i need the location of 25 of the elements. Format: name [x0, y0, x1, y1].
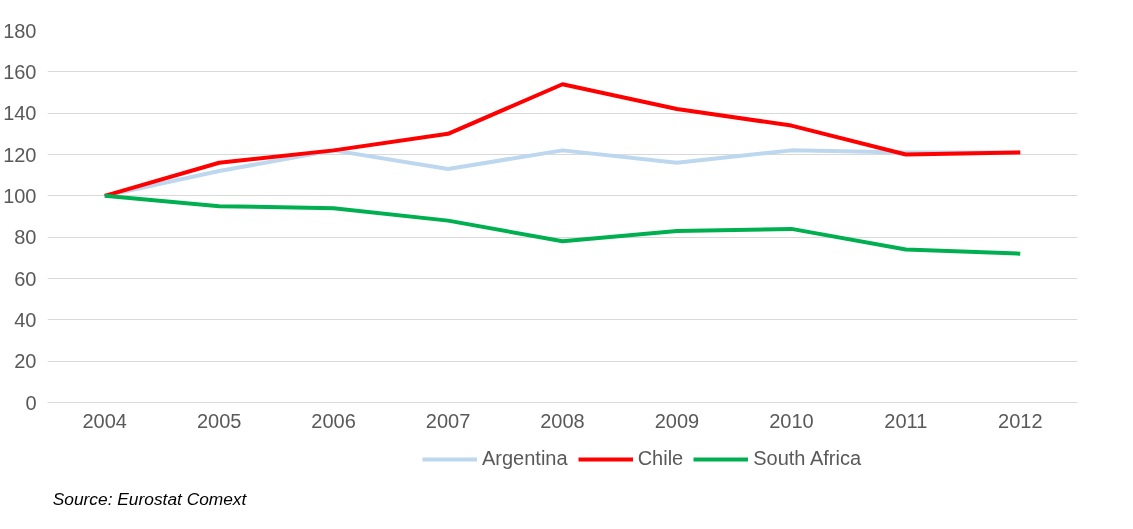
y-tick-label: 140: [3, 102, 37, 125]
x-tick-label: 2004: [82, 409, 127, 432]
x-tick-label: 2006: [311, 409, 356, 432]
y-tick-label: 100: [3, 184, 37, 207]
y-tick-label: 180: [3, 19, 37, 42]
source-note: Source: Eurostat Comext: [52, 488, 248, 509]
y-tick-label: 20: [14, 350, 37, 373]
legend-label: Argentina: [482, 447, 568, 470]
x-tick-label: 2009: [654, 409, 700, 432]
y-tick-label: 80: [14, 226, 37, 249]
x-tick-label: 2008: [540, 409, 585, 432]
x-tick-label: 2012: [998, 409, 1043, 432]
line-series: [102, 193, 1023, 256]
y-tick-label: 40: [14, 308, 37, 331]
legend-label: South Africa: [753, 447, 862, 470]
y-tick-label: 120: [3, 143, 37, 166]
legend-label: Chile: [637, 447, 684, 470]
line-series: [102, 82, 1023, 198]
x-tick-label: 2007: [425, 409, 471, 432]
y-tick-label: 60: [14, 267, 37, 290]
y-tick-label: 0: [25, 391, 37, 414]
x-tick-label: 2005: [196, 409, 242, 432]
x-tick-label: 2011: [884, 409, 928, 432]
x-tick-label: 2010: [769, 409, 814, 432]
y-tick-label: 160: [3, 60, 37, 83]
